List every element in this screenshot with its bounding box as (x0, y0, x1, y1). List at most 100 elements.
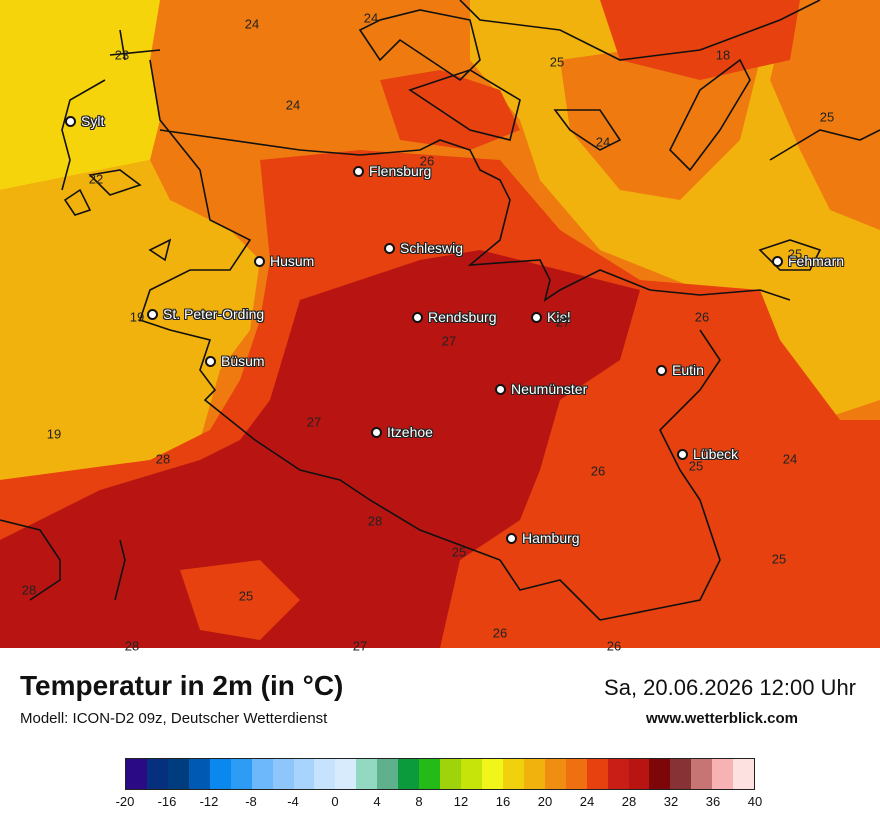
temperature-label: 26 (606, 638, 622, 654)
color-scale-swatch (733, 759, 755, 789)
temperature-label: 25 (819, 109, 835, 125)
color-scale-swatch (440, 759, 461, 789)
temperature-label: 26 (419, 153, 435, 169)
temperature-label: 18 (715, 47, 731, 63)
color-scale-swatch (712, 759, 734, 789)
color-scale-swatch (146, 759, 168, 789)
city-dot-icon (371, 426, 382, 438)
color-scale-swatch (398, 759, 420, 789)
temperature-label: 26 (590, 463, 606, 479)
temperature-label: 25 (771, 551, 787, 567)
website-link[interactable]: www.wetterblick.com (646, 710, 798, 727)
city-dot-icon (65, 115, 76, 127)
city-dot-icon (677, 448, 688, 460)
temperature-label: 27 (306, 414, 322, 430)
map-canvas (0, 0, 880, 648)
temperature-label: 23 (114, 47, 130, 63)
color-scale-swatch (356, 759, 378, 789)
color-scale-swatch (670, 759, 692, 789)
temperature-label: 19 (46, 426, 62, 442)
color-scale-tick-label: 24 (579, 794, 595, 809)
city-name: Rendsburg (428, 309, 497, 325)
color-scale-tick-label: 12 (453, 794, 469, 809)
city-marker: Fehmarn (772, 253, 844, 269)
temperature-label: 24 (782, 451, 798, 467)
city-marker: Neumünster (495, 381, 587, 397)
field-c22-ne (770, 0, 880, 230)
city-name: Hamburg (522, 530, 580, 546)
city-dot-icon (506, 532, 517, 544)
color-scale-swatch (544, 759, 566, 789)
field-c20-fehmarn (780, 230, 880, 410)
city-dot-icon (254, 255, 265, 267)
temperature-label: 26 (492, 625, 508, 641)
temperature-label: 22 (88, 171, 104, 187)
field-c22-east (560, 40, 760, 200)
forecast-datetime: Sa, 20.06.2026 12:00 Uhr (604, 675, 856, 700)
color-scale-swatch (586, 759, 608, 789)
color-scale-swatch (167, 759, 189, 789)
temperature-label: 19 (129, 309, 145, 325)
color-scale (125, 758, 755, 790)
temperature-label: 25 (238, 588, 254, 604)
city-name: Kiel (547, 309, 571, 325)
city-name: Büsum (221, 353, 265, 369)
temperature-label: 27 (441, 333, 457, 349)
temperature-map: Sylt Flensburg Schleswig Husum St. Peter-Ord… (0, 0, 880, 654)
color-scale-tick-label: 0 (331, 794, 339, 809)
color-scale-swatch (461, 759, 482, 789)
coastlines (0, 0, 880, 621)
color-scale-swatch (565, 759, 587, 789)
temperature-label: 27 (352, 638, 368, 654)
city-marker: Schleswig (384, 240, 463, 256)
city-marker: Lübeck (677, 446, 738, 462)
color-scale-tick-label: 32 (663, 794, 679, 809)
city-name: Husum (270, 253, 315, 269)
city-marker: Büsum (205, 353, 265, 369)
field-c24-ne (600, 0, 800, 80)
temperature-label: 24 (363, 10, 379, 26)
color-scale-swatch (251, 759, 273, 789)
color-scale-swatch (314, 759, 336, 789)
city-name: Schleswig (400, 240, 464, 256)
color-scale-ticks: -20 -16 -12 -8 -4 0 4 8 12 16 20 24 28 32 36 40 (116, 794, 763, 814)
temperature-label: 25 (688, 458, 704, 474)
temperature-label: 24 (244, 16, 260, 32)
color-scale-swatch (209, 759, 231, 789)
color-scale-swatch (126, 759, 147, 789)
city-marker: Sylt (65, 113, 104, 129)
city-name: Neumünster (511, 381, 588, 397)
color-scale-tick-label: -4 (287, 794, 299, 809)
color-scale-tick-label: 40 (747, 794, 763, 809)
city-dot-icon (353, 165, 364, 177)
city-dot-icon (147, 308, 158, 320)
temperature-label: 28 (155, 451, 171, 467)
color-scale-swatch (691, 759, 713, 789)
city-marker: St. Peter-Ording (147, 306, 264, 322)
color-scale-swatch (230, 759, 252, 789)
temperature-label: 28 (124, 638, 140, 654)
map-title: Temperatur in 2m (in °C) (20, 670, 344, 701)
city-marker: Husum (254, 253, 314, 269)
temperature-label: 24 (595, 134, 611, 150)
city-dot-icon (495, 383, 506, 395)
color-scale-tick-label: 36 (705, 794, 721, 809)
color-scale-tick-label: 20 (537, 794, 553, 809)
temperature-label: 25 (787, 246, 803, 262)
color-scale-tick-label: -20 (115, 794, 135, 809)
city-dot-icon (656, 364, 667, 376)
color-scale-swatch (502, 759, 524, 789)
city-name: Sylt (81, 113, 105, 129)
city-marker: Rendsburg (412, 309, 497, 325)
city-dot-icon (772, 255, 783, 267)
city-marker: Itzehoe (371, 424, 433, 440)
city-name: Itzehoe (387, 424, 433, 440)
temperature-label: 28 (21, 582, 37, 598)
city-marker: Eutin (656, 362, 704, 378)
city-name: Fehmarn (788, 253, 845, 269)
city-name: Lübeck (693, 446, 739, 462)
field-c26 (0, 250, 640, 648)
temperature-label: 25 (451, 544, 467, 560)
city-marker: Kiel (531, 309, 570, 325)
temperature-label: 24 (285, 97, 301, 113)
